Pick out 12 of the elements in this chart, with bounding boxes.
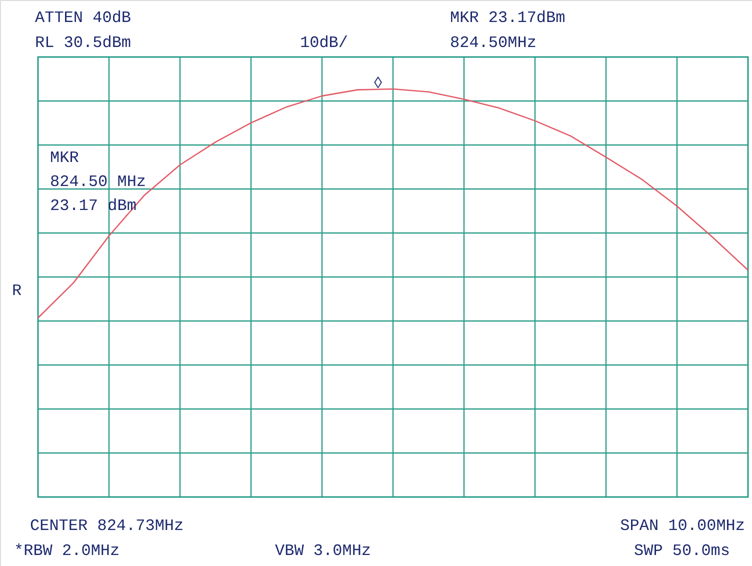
text: 824.50MHz xyxy=(450,34,536,52)
text: MKR 23.17dBm xyxy=(450,9,566,27)
text: SPAN 10.00MHz xyxy=(620,517,745,535)
text: ATTEN 40dB xyxy=(35,9,132,27)
text: *RBW 2.0MHz xyxy=(14,542,120,560)
text: 10dB/ xyxy=(300,34,348,52)
text: SWP 50.0ms xyxy=(634,542,730,560)
text: VBW 3.0MHz xyxy=(275,542,372,560)
text: CENTER 824.73MHz xyxy=(30,517,184,535)
text: RL 30.5dBm xyxy=(35,34,132,52)
annotation: ◊ xyxy=(373,75,383,93)
text: R xyxy=(12,282,22,300)
